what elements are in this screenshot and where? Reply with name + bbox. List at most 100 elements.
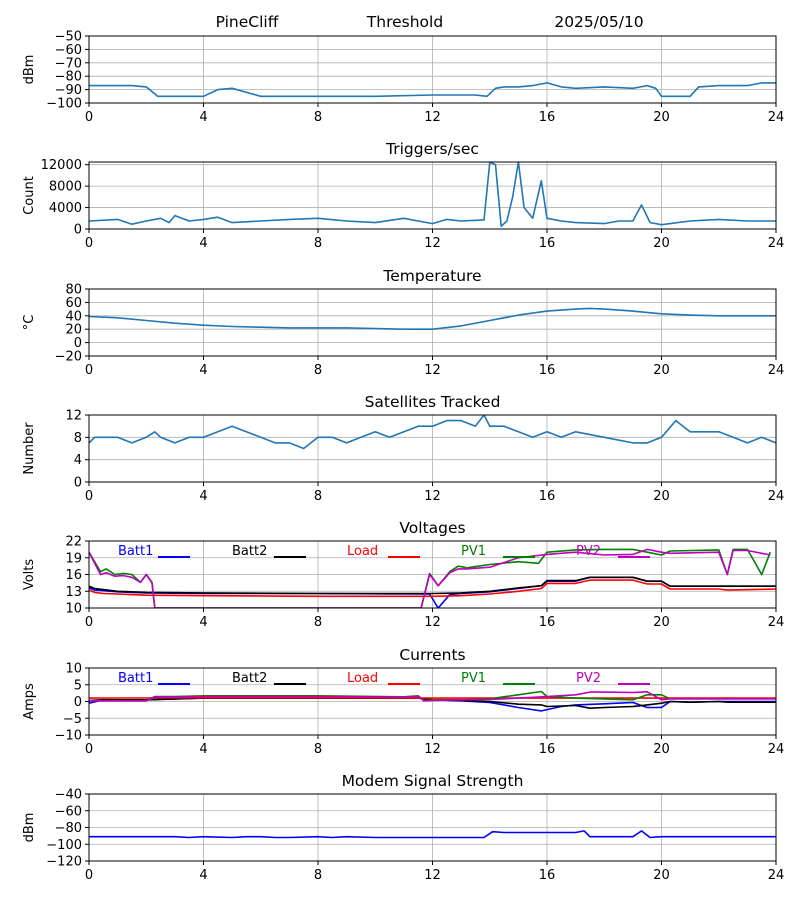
x-tick-label: 4	[199, 110, 207, 125]
y-axis-label: Amps	[22, 683, 37, 720]
y-tick-label: 8	[74, 431, 82, 446]
header-date: 2025/05/10	[554, 13, 643, 31]
legend-label: PV1	[461, 544, 486, 559]
y-tick-label: −50	[55, 30, 82, 45]
series-line-pv2	[89, 690, 776, 702]
y-axis-label: dBm	[22, 813, 37, 843]
x-tick-label: 4	[199, 868, 207, 883]
x-tick-label: 8	[314, 742, 322, 757]
x-tick-label: 4	[199, 236, 207, 251]
x-tick-label: 20	[653, 868, 670, 883]
x-tick-label: 12	[424, 615, 441, 630]
x-tick-label: 24	[768, 236, 785, 251]
chart-panel: 0 4 8 12 16 20 24 0 4 8 12 Satellites Tracked Number	[22, 393, 784, 504]
x-tick-label: 12	[424, 742, 441, 757]
legend-label: PV2	[576, 544, 601, 559]
x-tick-label: 12	[424, 363, 441, 378]
x-tick-label: 4	[199, 615, 207, 630]
chart-title: Triggers/sec	[385, 140, 479, 158]
y-tick-label: −60	[55, 804, 82, 819]
y-tick-label: 80	[65, 283, 82, 298]
header-mode: Threshold	[366, 13, 443, 31]
x-tick-label: 20	[653, 363, 670, 378]
y-tick-label: 13	[65, 585, 82, 600]
x-tick-label: 8	[314, 615, 322, 630]
x-tick-label: 4	[199, 489, 207, 504]
legend-label: Batt2	[232, 544, 267, 559]
y-tick-label: 10	[65, 602, 82, 617]
chart-title: Voltages	[399, 519, 465, 537]
x-tick-label: 20	[653, 615, 670, 630]
x-tick-label: 8	[314, 868, 322, 883]
x-tick-label: 8	[314, 363, 322, 378]
y-tick-label: 60	[65, 296, 82, 311]
y-axis-label: °C	[22, 315, 37, 331]
header-site: PineCliff	[216, 13, 279, 31]
chart-title: Satellites Tracked	[365, 393, 501, 411]
y-tick-label: −5	[63, 712, 82, 727]
x-tick-label: 16	[539, 489, 556, 504]
chart-title: Temperature	[382, 267, 481, 285]
y-tick-label: 12	[65, 409, 82, 424]
y-tick-label: −70	[55, 56, 82, 71]
x-tick-label: 24	[768, 363, 785, 378]
y-tick-label: 16	[65, 568, 82, 583]
series-line-data	[89, 415, 776, 450]
y-tick-label: 19	[65, 551, 82, 566]
x-tick-label: 0	[85, 868, 93, 883]
x-tick-label: 24	[768, 110, 785, 125]
x-tick-label: 20	[653, 489, 670, 504]
y-tick-label: 20	[65, 323, 82, 338]
x-tick-label: 0	[85, 615, 93, 630]
y-tick-label: 0	[74, 336, 82, 351]
y-tick-label: 4000	[49, 201, 82, 216]
x-tick-label: 20	[653, 236, 670, 251]
x-tick-label: 16	[539, 742, 556, 757]
y-tick-label: 22	[65, 535, 82, 550]
y-tick-label: 8000	[49, 180, 82, 195]
y-tick-label: 40	[65, 309, 82, 324]
legend-label: Batt2	[232, 671, 267, 686]
x-tick-label: 0	[85, 236, 93, 251]
series-line-pv2	[89, 548, 771, 608]
y-axis-label: Volts	[22, 559, 37, 591]
legend-label: PV1	[461, 671, 486, 686]
x-tick-label: 20	[653, 742, 670, 757]
y-tick-label: −90	[55, 83, 82, 98]
x-tick-label: 16	[539, 363, 556, 378]
y-tick-label: −40	[55, 788, 82, 803]
y-tick-label: 0	[74, 695, 82, 710]
legend-label: PV2	[576, 671, 601, 686]
legend-label: Batt1	[118, 544, 153, 559]
x-tick-label: 24	[768, 615, 785, 630]
chart-panel: 0 4 8 12 16 20 24 0 4000 8000 12000 Triggers/sec Cou…	[22, 140, 784, 251]
series-line-batt2	[89, 576, 776, 595]
x-tick-label: 4	[199, 742, 207, 757]
y-tick-label: 12000	[41, 158, 82, 173]
x-tick-label: 0	[85, 363, 93, 378]
x-tick-label: 24	[768, 742, 785, 757]
y-tick-label: −60	[55, 43, 82, 58]
y-axis-label: dBm	[22, 55, 37, 85]
x-tick-label: 8	[314, 489, 322, 504]
x-tick-label: 0	[85, 110, 93, 125]
y-tick-label: −20	[55, 350, 82, 365]
chart-panel: 0 4 8 12 16 20 24 −100−90−80−70−60−50 dBm	[22, 30, 784, 126]
y-axis-label: Count	[22, 176, 37, 215]
y-tick-label: −80	[55, 821, 82, 836]
chart-title: Currents	[399, 646, 465, 664]
x-tick-label: 12	[424, 868, 441, 883]
series-line-load	[89, 579, 776, 598]
legend-label: Load	[347, 544, 378, 559]
x-tick-label: 0	[85, 489, 93, 504]
x-tick-label: 24	[768, 489, 785, 504]
x-tick-label: 16	[539, 868, 556, 883]
legend-label: Batt1	[118, 671, 153, 686]
y-tick-label: 10	[65, 662, 82, 677]
x-tick-label: 24	[768, 868, 785, 883]
x-tick-label: 12	[424, 110, 441, 125]
